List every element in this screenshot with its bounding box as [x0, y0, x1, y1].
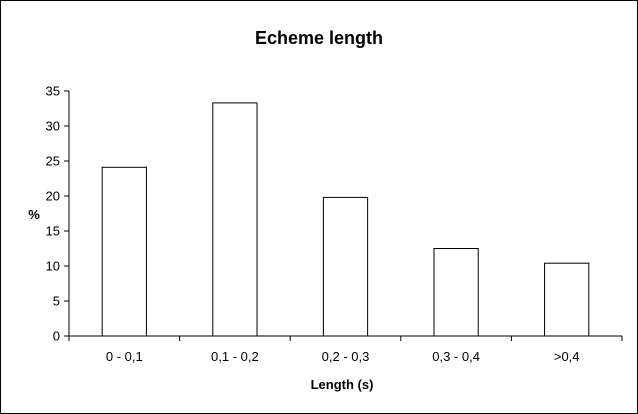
y-tick-label: 5: [53, 294, 60, 309]
bar: [212, 102, 258, 337]
chart-title: Echeme length: [255, 28, 383, 48]
y-tick-label: 20: [46, 189, 60, 204]
y-tick-label: 15: [46, 224, 60, 239]
y-tick-label: 30: [46, 119, 60, 134]
bar: [433, 248, 479, 337]
bar: [322, 196, 369, 337]
y-axis-label: %: [28, 207, 40, 222]
y-tick-label: 25: [46, 154, 60, 169]
y-tick-label: 0: [53, 329, 60, 344]
bar: [544, 262, 590, 337]
x-tick-label: 0,1 - 0,2: [211, 349, 259, 364]
y-tick-label: 10: [46, 259, 60, 274]
x-tick-label: 0,2 - 0,3: [322, 349, 370, 364]
x-tick-label: 0 - 0,1: [106, 349, 143, 364]
x-tick-label: 0,3 - 0,4: [432, 349, 480, 364]
y-tick-label: 35: [46, 84, 60, 99]
bar: [101, 166, 147, 337]
x-tick-label: >0,4: [554, 349, 580, 364]
plot-area: 0 5 10 15 20 25 30 35 0 - 0,1 0,1 - 0,2 0,2 - 0,3 0…: [46, 84, 623, 364]
x-axis-label: Length (s): [311, 377, 374, 392]
